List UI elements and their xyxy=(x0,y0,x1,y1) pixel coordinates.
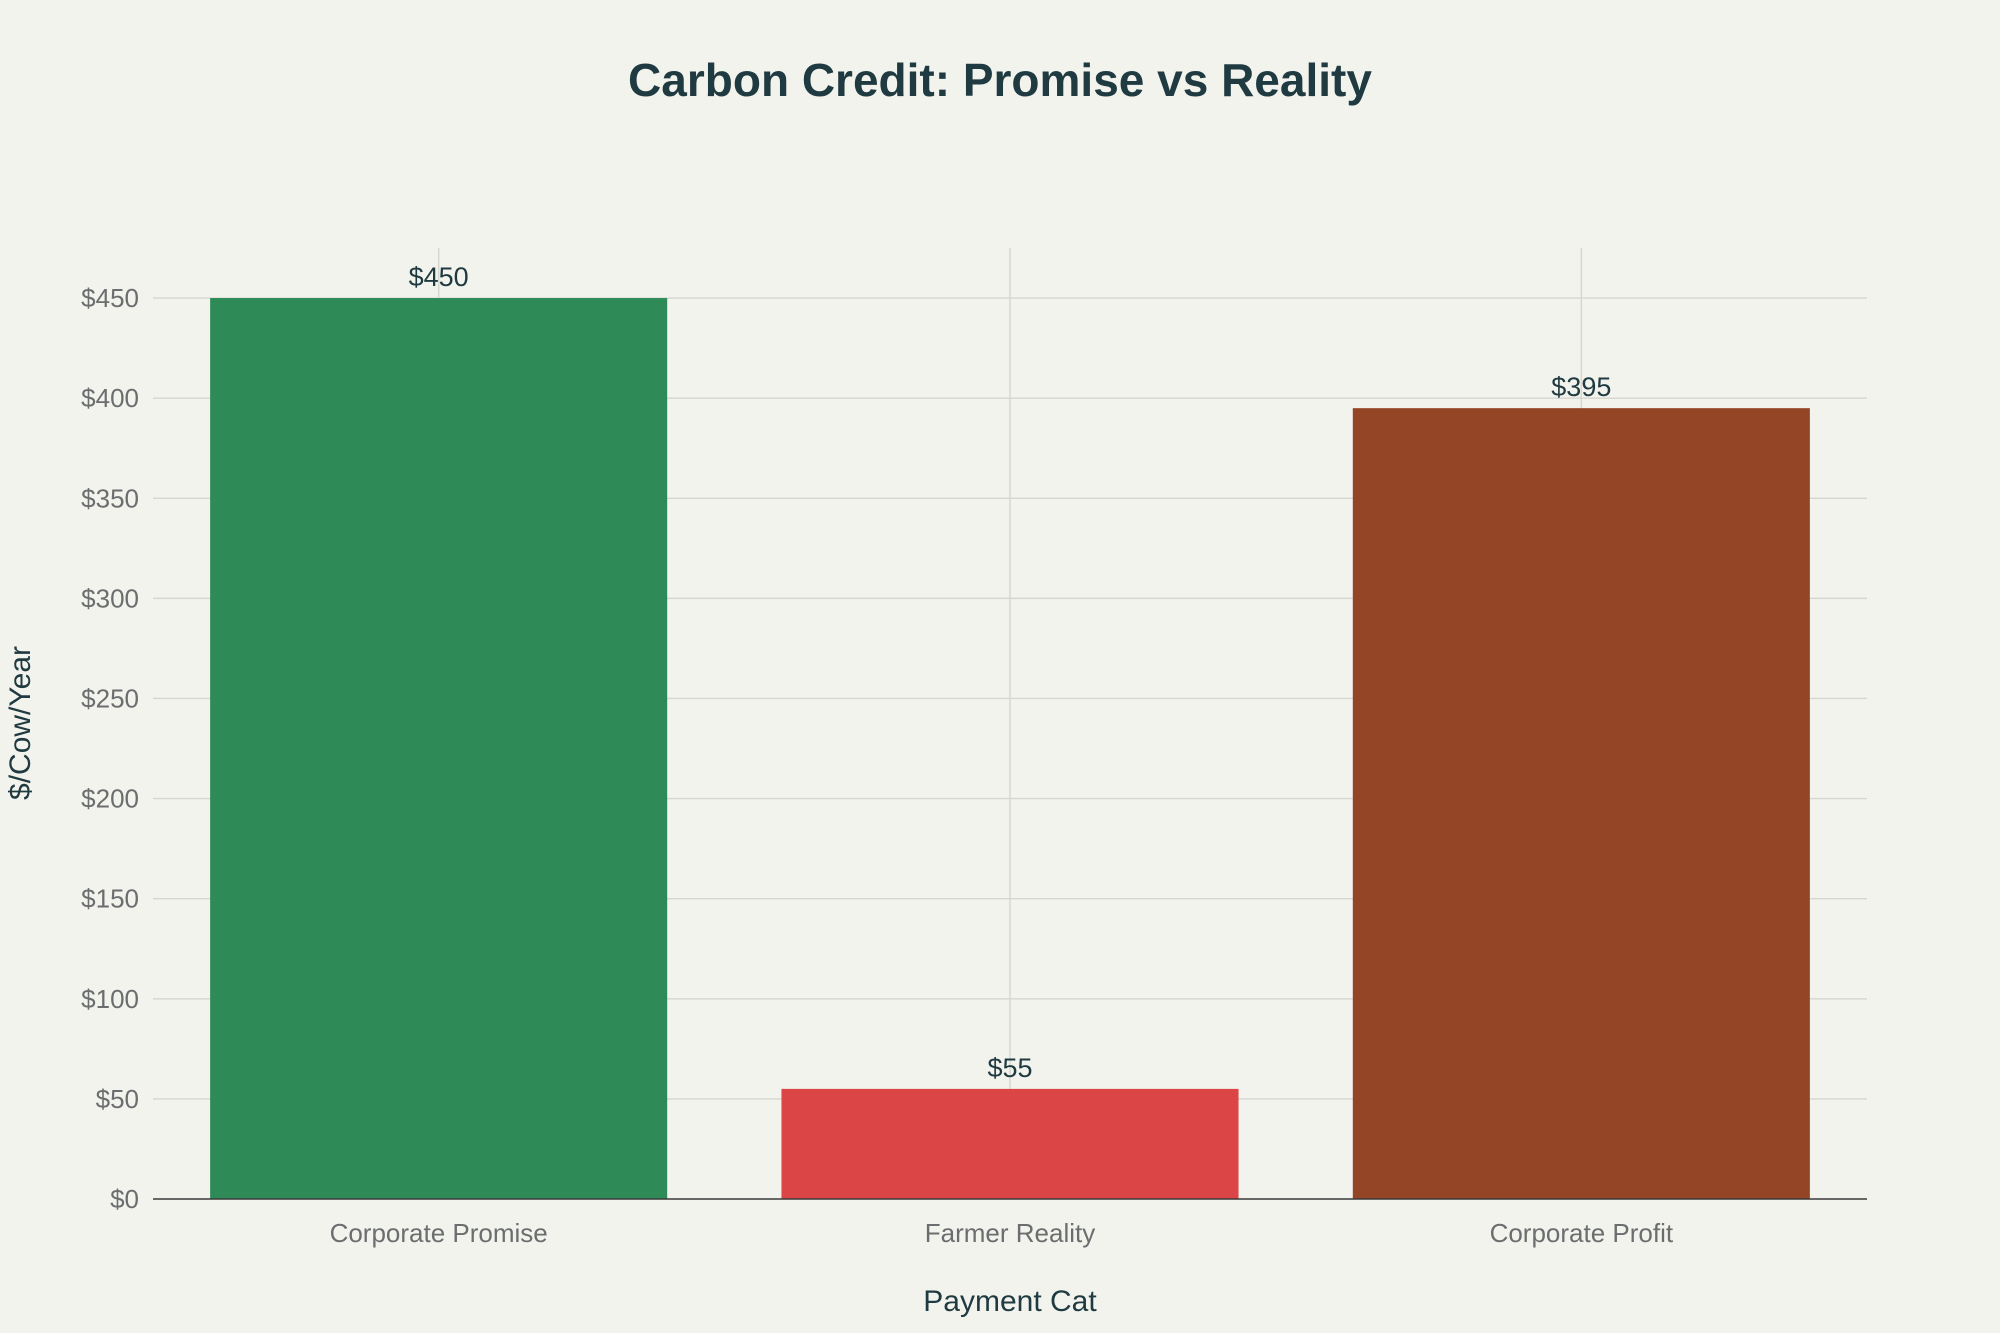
bar xyxy=(781,1088,1239,1199)
bar-value-label: $450 xyxy=(409,262,469,292)
bar xyxy=(1352,408,1810,1199)
y-tick-label: $350 xyxy=(81,483,139,513)
bar-value-label: $55 xyxy=(987,1053,1032,1083)
data-labels: $450 $55 $395 xyxy=(409,262,1612,1083)
y-tick-label: $300 xyxy=(81,583,139,613)
x-axis-title: Payment Cat xyxy=(923,1285,1097,1318)
y-tick-label: $150 xyxy=(81,884,139,914)
y-axis-ticks: $0 $50 $100 $150 $200 $250 $300 $350 $400 $450 xyxy=(81,283,139,1214)
y-tick-label: $200 xyxy=(81,784,139,814)
chart-title: Carbon Credit: Promise vs Reality xyxy=(628,54,1372,106)
bars xyxy=(210,298,1810,1200)
y-tick-label: $0 xyxy=(110,1184,139,1214)
y-tick-label: $250 xyxy=(81,683,139,713)
y-axis-title: $/Cow/Year xyxy=(4,646,37,800)
x-axis-ticks: Corporate Promise Farmer Reality Corporate… xyxy=(330,1218,1674,1248)
y-tick-label: $450 xyxy=(81,283,139,313)
bar-value-label: $395 xyxy=(1551,372,1611,402)
y-tick-label: $50 xyxy=(96,1084,139,1114)
x-tick-label: Corporate Profit xyxy=(1490,1218,1674,1248)
x-tick-label: Corporate Promise xyxy=(330,1218,548,1248)
x-tick-label: Farmer Reality xyxy=(925,1218,1095,1248)
bar xyxy=(210,298,668,1200)
y-tick-label: $400 xyxy=(81,383,139,413)
y-tick-label: $100 xyxy=(81,984,139,1014)
